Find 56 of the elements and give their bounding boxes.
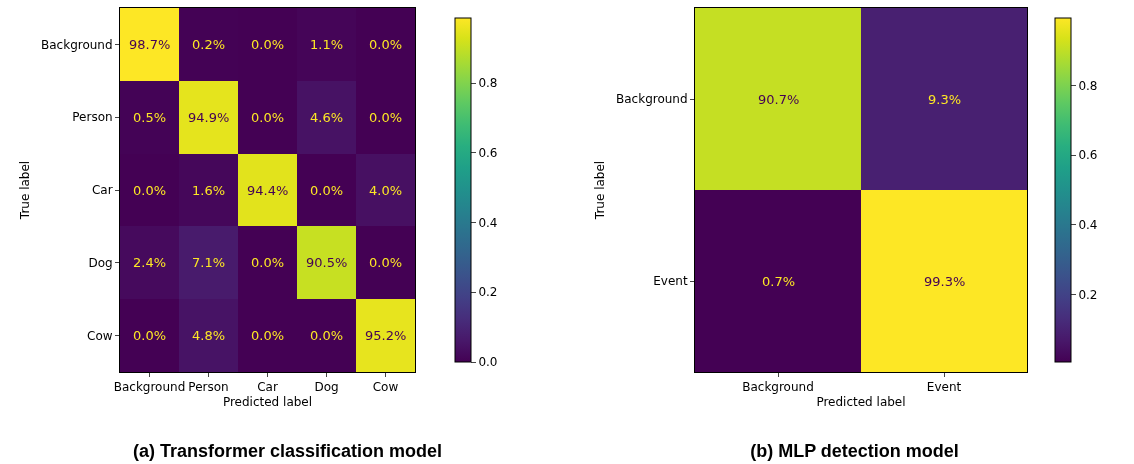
data-label: 0.0% bbox=[133, 328, 167, 343]
color-bar-label: 0.4 bbox=[1078, 218, 1098, 233]
data-label: 7.1% bbox=[192, 255, 226, 270]
data-label: 0.5% bbox=[133, 110, 167, 125]
data-label: 1.6% bbox=[192, 183, 226, 198]
data-label: 4.0% bbox=[369, 183, 403, 198]
data-label: 0.0% bbox=[251, 255, 285, 270]
data-label: 2.4% bbox=[133, 255, 167, 270]
y-axis-title: True label bbox=[593, 160, 608, 221]
text: (b) MLP detection model bbox=[750, 441, 959, 462]
x-tick-label: Dog bbox=[314, 380, 339, 395]
data-label: 94.9% bbox=[188, 110, 230, 125]
y-tick-label: Background bbox=[41, 37, 113, 52]
color-bar-label: 0.2 bbox=[478, 285, 498, 300]
data-label: 0.0% bbox=[251, 37, 285, 52]
data-label: 95.2% bbox=[365, 328, 407, 343]
x-tick-label: Person bbox=[188, 380, 229, 395]
y-tick-label: Car bbox=[91, 183, 113, 198]
x-axis-title: Predicted label bbox=[222, 395, 313, 410]
data-label: 0.0% bbox=[369, 110, 403, 125]
color-bar-label: 0.8 bbox=[1078, 78, 1098, 93]
color-bar-label: 0.0 bbox=[478, 355, 498, 370]
y-axis-title: True label bbox=[18, 160, 33, 221]
x-tick-label: Background bbox=[742, 380, 814, 395]
color-bar-label: 0.4 bbox=[478, 215, 498, 230]
data-label: 0.7% bbox=[762, 274, 796, 289]
x-tick-label: Car bbox=[257, 380, 278, 395]
y-tick-label: Person bbox=[72, 110, 113, 125]
data-label: 0.0% bbox=[369, 255, 403, 270]
color-bar-label: 0.6 bbox=[1078, 148, 1098, 163]
data-label: 4.6% bbox=[310, 110, 344, 125]
data-label: 0.2% bbox=[192, 37, 226, 52]
x-tick-label: Cow bbox=[372, 380, 399, 395]
data-label: 0.0% bbox=[310, 328, 344, 343]
data-label: 0.0% bbox=[133, 183, 167, 198]
data-label: 99.3% bbox=[924, 274, 966, 289]
data-label: 94.4% bbox=[247, 183, 289, 198]
data-label: 1.1% bbox=[310, 37, 344, 52]
x-tick-label: Event bbox=[926, 380, 962, 395]
y-tick-label: Dog bbox=[88, 256, 113, 270]
y-tick-label: Cow bbox=[87, 328, 113, 343]
data-label: 0.0% bbox=[369, 37, 403, 52]
data-label: 0.0% bbox=[251, 110, 285, 125]
data-label: 0.0% bbox=[310, 183, 344, 198]
x-axis-title: Predicted label bbox=[816, 395, 906, 410]
color-bar-label: 0.8 bbox=[478, 76, 498, 91]
x-tick-label: Background bbox=[113, 380, 186, 395]
data-label: 0.0% bbox=[251, 328, 285, 343]
data-label: 9.3% bbox=[928, 92, 962, 107]
color-bar-label: 0.2 bbox=[1078, 287, 1098, 302]
data-label: 98.7% bbox=[129, 37, 171, 52]
text: (a) Transformer classification model bbox=[132, 441, 443, 462]
data-label: 4.8% bbox=[192, 328, 226, 343]
color-bar-label: 0.6 bbox=[478, 146, 498, 161]
data-label: 90.5% bbox=[306, 255, 348, 270]
data-label: 90.7% bbox=[758, 92, 800, 107]
